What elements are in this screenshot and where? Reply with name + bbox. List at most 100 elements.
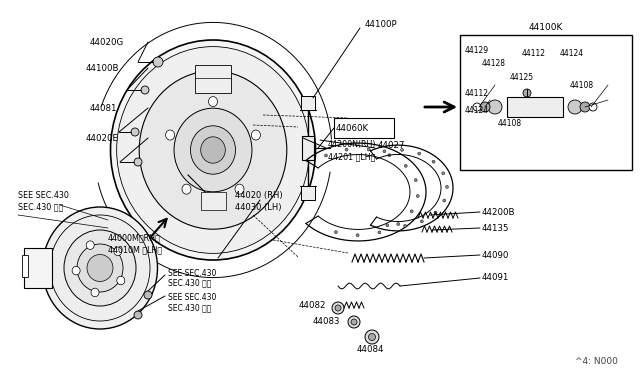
Circle shape	[443, 199, 446, 202]
Circle shape	[367, 148, 370, 151]
Text: 44100B: 44100B	[86, 64, 120, 73]
Text: SEE SEC.430: SEE SEC.430	[168, 269, 216, 278]
Ellipse shape	[252, 130, 260, 140]
Circle shape	[473, 103, 481, 111]
Bar	[22, 255, 28, 277]
Circle shape	[523, 89, 531, 97]
Text: 44000M〈RH〉: 44000M〈RH〉	[108, 234, 161, 243]
Text: 44100K: 44100K	[529, 22, 563, 32]
Bar	[301, 96, 315, 110]
Bar	[302, 136, 314, 160]
Text: ^4: N000: ^4: N000	[575, 357, 618, 366]
Circle shape	[445, 185, 449, 188]
Text: 44027: 44027	[378, 141, 406, 150]
Ellipse shape	[235, 184, 244, 194]
Text: 44060K: 44060K	[336, 124, 369, 132]
Ellipse shape	[201, 137, 225, 163]
Text: 44124: 44124	[560, 48, 584, 58]
Ellipse shape	[72, 266, 80, 275]
Text: 44129: 44129	[465, 45, 489, 55]
Text: 44124: 44124	[465, 106, 489, 115]
Circle shape	[324, 154, 328, 157]
Circle shape	[369, 334, 376, 340]
Circle shape	[144, 291, 152, 299]
Ellipse shape	[116, 276, 125, 285]
Circle shape	[404, 224, 406, 227]
Circle shape	[401, 148, 404, 151]
Text: 44128: 44128	[482, 58, 506, 67]
Ellipse shape	[209, 97, 218, 107]
Bar	[507, 97, 563, 117]
Ellipse shape	[42, 207, 157, 329]
Circle shape	[345, 148, 348, 151]
Ellipse shape	[77, 244, 123, 292]
Circle shape	[418, 152, 420, 155]
Circle shape	[580, 102, 590, 112]
Text: 44020 (RH): 44020 (RH)	[235, 190, 283, 199]
Ellipse shape	[174, 108, 252, 192]
Circle shape	[397, 222, 400, 225]
Text: 44020G: 44020G	[90, 38, 124, 46]
Circle shape	[434, 211, 437, 214]
Text: SEE SEC.430: SEE SEC.430	[18, 190, 69, 199]
Circle shape	[386, 224, 389, 227]
Circle shape	[432, 160, 435, 163]
Text: 44030 (LH): 44030 (LH)	[235, 202, 282, 212]
Ellipse shape	[191, 126, 236, 174]
Text: 44125: 44125	[510, 73, 534, 81]
Circle shape	[365, 330, 379, 344]
Ellipse shape	[114, 247, 122, 256]
Text: SEC.430 参照: SEC.430 参照	[168, 304, 211, 312]
Text: 44084: 44084	[356, 346, 384, 355]
Ellipse shape	[116, 46, 309, 253]
Circle shape	[334, 231, 337, 234]
Circle shape	[414, 179, 417, 182]
Circle shape	[420, 220, 423, 223]
Circle shape	[480, 102, 490, 112]
Bar	[303, 143, 313, 153]
Text: 44135: 44135	[482, 224, 509, 232]
Text: 44091: 44091	[482, 273, 509, 282]
Ellipse shape	[182, 184, 191, 194]
Text: 44112: 44112	[522, 48, 546, 58]
Circle shape	[404, 164, 407, 167]
Text: SEC.430 参照: SEC.430 参照	[168, 279, 211, 288]
Circle shape	[131, 128, 139, 136]
Text: 44020E: 44020E	[86, 134, 119, 142]
Text: 44112: 44112	[465, 89, 489, 97]
Circle shape	[332, 302, 344, 314]
Circle shape	[356, 234, 359, 237]
Ellipse shape	[50, 215, 150, 321]
Ellipse shape	[166, 130, 175, 140]
Circle shape	[348, 316, 360, 328]
Text: 44082: 44082	[298, 301, 326, 310]
Circle shape	[442, 172, 445, 175]
Text: 44108: 44108	[498, 119, 522, 128]
Ellipse shape	[140, 71, 287, 229]
Circle shape	[351, 319, 357, 325]
Text: 44010M 〈LH〉: 44010M 〈LH〉	[108, 246, 162, 254]
Text: 44201 〈LH〉: 44201 〈LH〉	[328, 153, 376, 161]
Circle shape	[589, 103, 597, 111]
Circle shape	[153, 57, 163, 67]
Circle shape	[134, 158, 142, 166]
Circle shape	[568, 100, 582, 114]
Text: 44200B: 44200B	[482, 208, 515, 217]
Ellipse shape	[87, 254, 113, 282]
Text: 44200N(RH): 44200N(RH)	[328, 140, 376, 148]
Bar	[24, 248, 52, 288]
Circle shape	[335, 305, 341, 311]
Text: 44108: 44108	[570, 80, 594, 90]
Circle shape	[410, 210, 413, 213]
Circle shape	[416, 195, 419, 198]
Circle shape	[488, 100, 502, 114]
Ellipse shape	[86, 241, 94, 249]
Bar	[301, 186, 315, 200]
Bar	[334, 118, 394, 138]
Bar	[201, 192, 226, 210]
Ellipse shape	[111, 40, 316, 260]
Circle shape	[388, 154, 391, 157]
Circle shape	[378, 231, 381, 234]
Text: SEE SEC.430: SEE SEC.430	[168, 294, 216, 302]
Bar	[460, 35, 632, 170]
